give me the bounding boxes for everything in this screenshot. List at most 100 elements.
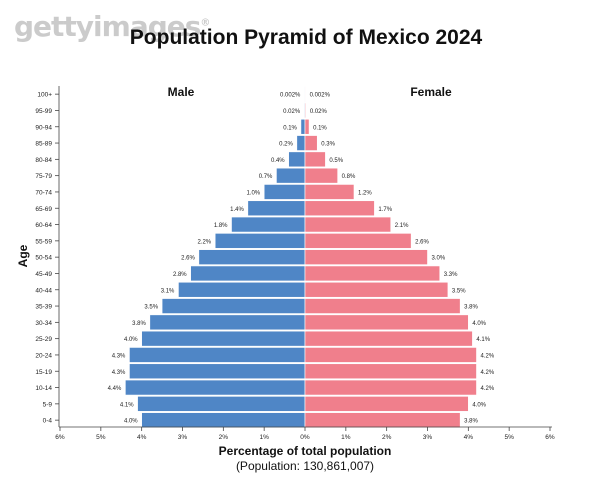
female-value-label-65-69: 1.7% xyxy=(378,207,392,213)
female-bar-90-94 xyxy=(304,118,310,135)
female-bar-85-89 xyxy=(304,135,318,151)
female-bar-25-29 xyxy=(304,330,473,347)
male-bar-70-74 xyxy=(263,184,306,200)
age-label-20-24: 20-24 xyxy=(35,352,52,359)
age-label-45-49: 45-49 xyxy=(35,271,52,278)
age-label-95-99: 95-99 xyxy=(35,108,52,115)
female-bar-10-14 xyxy=(304,379,477,396)
male-value-label-0-4: 4.0% xyxy=(124,419,138,425)
chart-subtitle: (Population: 130,861,007) xyxy=(236,459,374,473)
female-value-label-40-44: 3.5% xyxy=(452,288,466,294)
male-bar-20-24 xyxy=(129,347,306,363)
female-value-label-35-39: 3.8% xyxy=(464,305,478,311)
age-label-65-69: 65-69 xyxy=(35,206,52,213)
male-bar-75-79 xyxy=(276,167,306,184)
female-bar-5-9 xyxy=(304,396,469,412)
female-bar-35-39 xyxy=(304,298,461,314)
female-bar-70-74 xyxy=(304,184,355,200)
male-value-label-70-74: 1.0% xyxy=(246,190,260,196)
female-value-label-5-9: 4.0% xyxy=(472,402,486,408)
male-value-label-90-94: 0.1% xyxy=(283,125,297,131)
female-value-label-15-19: 4.2% xyxy=(481,370,495,376)
male-value-label-55-59: 2.2% xyxy=(197,239,211,245)
female-value-label-0-4: 3.8% xyxy=(464,419,478,425)
chart-title: Population Pyramid of Mexico 2024 xyxy=(129,26,483,49)
male-value-label-80-84: 0.4% xyxy=(271,158,285,164)
male-bar-0-4 xyxy=(141,412,306,428)
male-value-label-5-9: 4.1% xyxy=(120,402,134,408)
female-bar-20-24 xyxy=(304,347,477,363)
female-bar-60-64 xyxy=(304,216,392,233)
female-bar-75-79 xyxy=(304,167,338,184)
male-bar-85-89 xyxy=(296,135,306,151)
male-value-label-25-29: 4.0% xyxy=(124,337,138,343)
female-value-label-55-59: 2.6% xyxy=(415,239,429,245)
male-bar-50-54 xyxy=(198,249,306,265)
male-value-label-100plus: 0.002% xyxy=(280,93,301,99)
female-bar-30-34 xyxy=(304,314,469,331)
x-tick-label-3: 3% xyxy=(178,434,188,441)
female-value-label-85-89: 0.3% xyxy=(321,142,335,148)
age-label-10-14: 10-14 xyxy=(35,385,52,392)
female-value-label-60-64: 2.1% xyxy=(395,223,409,229)
x-tick-label-7: 1% xyxy=(341,434,351,441)
age-label-0-4: 0-4 xyxy=(43,418,53,425)
female-value-label-10-14: 4.2% xyxy=(481,386,495,392)
female-bar-100plus xyxy=(304,86,306,102)
male-bar-5-9 xyxy=(137,396,306,412)
male-bar-80-84 xyxy=(288,151,306,168)
age-label-80-84: 80-84 xyxy=(35,157,52,164)
male-bar-55-59 xyxy=(214,233,306,249)
male-value-label-30-34: 3.8% xyxy=(132,321,146,327)
male-value-label-85-89: 0.2% xyxy=(279,142,293,148)
female-bar-65-69 xyxy=(304,200,375,217)
age-label-25-29: 25-29 xyxy=(35,336,52,343)
age-label-85-89: 85-89 xyxy=(35,141,52,148)
watermark-logo: gettyimages® xyxy=(14,10,210,43)
male-value-label-40-44: 3.1% xyxy=(161,288,175,294)
x-tick-label-2: 4% xyxy=(137,434,147,441)
male-bar-35-39 xyxy=(161,298,306,314)
age-label-100plus: 100+ xyxy=(37,92,52,99)
female-value-label-25-29: 4.1% xyxy=(476,337,490,343)
male-value-label-95-99: 0.02% xyxy=(283,109,301,115)
male-bar-30-34 xyxy=(149,314,306,331)
male-bar-60-64 xyxy=(231,216,306,233)
age-label-15-19: 15-19 xyxy=(35,369,52,376)
female-bar-50-54 xyxy=(304,249,428,265)
male-bar-25-29 xyxy=(141,330,306,347)
female-value-label-70-74: 1.2% xyxy=(358,190,372,196)
male-value-label-65-69: 1.4% xyxy=(230,207,244,213)
age-label-55-59: 55-59 xyxy=(35,238,52,245)
female-value-label-100plus: 0.002% xyxy=(310,93,331,99)
female-bar-95-99 xyxy=(304,102,307,119)
male-value-label-35-39: 3.5% xyxy=(144,305,158,311)
x-tick-label-11: 5% xyxy=(504,434,514,441)
male-value-label-50-54: 2.6% xyxy=(181,256,195,262)
age-label-60-64: 60-64 xyxy=(35,222,52,229)
x-tick-label-10: 4% xyxy=(464,434,474,441)
female-value-label-95-99: 0.02% xyxy=(310,109,328,115)
female-value-label-75-79: 0.8% xyxy=(342,174,356,180)
male-value-label-15-19: 4.3% xyxy=(112,370,126,376)
female-bar-55-59 xyxy=(304,233,412,249)
male-value-label-20-24: 4.3% xyxy=(112,353,126,359)
y-axis-label: Age xyxy=(16,244,30,267)
male-legend-label: Male xyxy=(168,85,195,99)
x-tick-label-1: 5% xyxy=(96,434,106,441)
male-value-label-45-49: 2.8% xyxy=(173,272,187,278)
male-bar-40-44 xyxy=(178,281,306,298)
age-label-75-79: 75-79 xyxy=(35,173,52,180)
female-bar-80-84 xyxy=(304,151,326,168)
male-bar-45-49 xyxy=(190,265,306,282)
female-value-label-45-49: 3.3% xyxy=(444,272,458,278)
x-tick-label-8: 2% xyxy=(382,434,392,441)
male-bar-15-19 xyxy=(129,363,306,380)
male-value-label-10-14: 4.4% xyxy=(108,386,122,392)
age-label-5-9: 5-9 xyxy=(43,401,53,408)
age-label-90-94: 90-94 xyxy=(35,124,52,131)
female-bar-0-4 xyxy=(304,412,461,428)
female-bar-40-44 xyxy=(304,281,449,298)
male-bar-10-14 xyxy=(125,379,306,396)
